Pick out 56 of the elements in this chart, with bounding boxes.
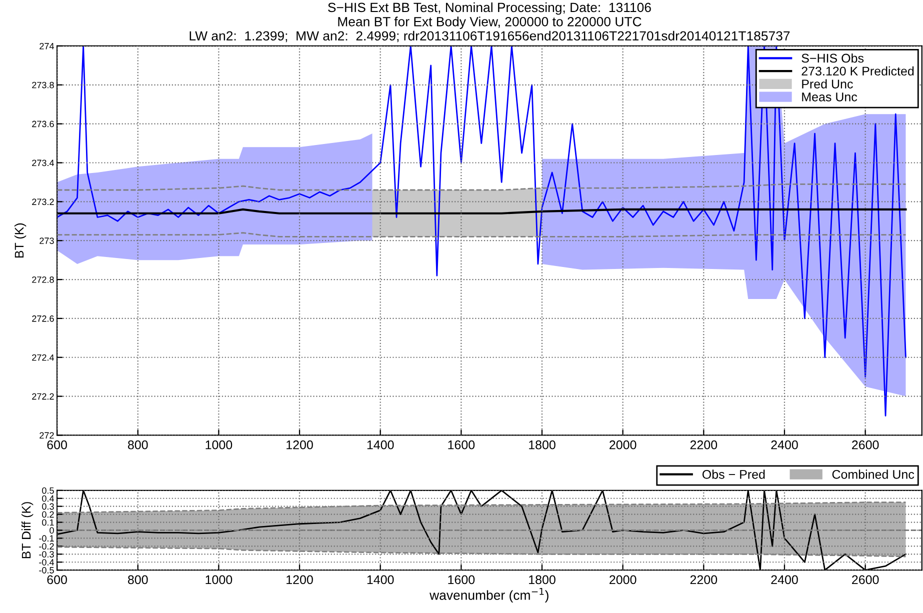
x-tick-label: 2000 (610, 440, 636, 450)
y-axis-title: BT (K) (14, 223, 26, 258)
y-tick-label: 273.8 (32, 82, 54, 88)
y-tick-label: 0.5 (42, 487, 54, 494)
y-tick-label: 273.6 (32, 120, 54, 128)
x-tick-label: 600 (47, 575, 67, 584)
line-series (57, 502, 906, 514)
y-tick-label: -0.5 (39, 567, 54, 574)
y-tick-label: 0.2 (42, 511, 54, 518)
x-tick-label: 1600 (448, 575, 475, 584)
x-tick-label: 800 (128, 440, 148, 450)
x-tick-label: 2200 (690, 440, 718, 450)
y-tick-label: -0.2 (39, 543, 54, 550)
x-tick-label: 1800 (529, 575, 556, 584)
x-axis-title: wavenumber (cm$^{−1}$) (430, 588, 548, 603)
x-tick-label: 2400 (771, 575, 798, 584)
y-tick-label: 273.4 (32, 160, 54, 166)
chart-title: S−HIS Ext BB Test, Nominal Processing; Date: 131106 Mean BT for Ext Body View, 200000 to 220000 UTC LW an2: 1.2399; MW an2: 2.4999; rdr20131106T191656end20131106T221701sdr20140121T185737 (190, 2, 790, 42)
x-tick-label: 1200 (286, 575, 313, 584)
x-tick-label: 1400 (367, 575, 394, 584)
legend-label: Obs − Pred (702, 470, 765, 479)
legend-label: Meas Unc (802, 92, 858, 102)
y-axis-title: BT Diff (K) (22, 502, 34, 558)
legend-label: S−HIS Obs (802, 53, 864, 63)
x-tick-label: 2600 (852, 575, 879, 584)
line-series (57, 546, 906, 558)
x-tick-label: 2000 (610, 575, 636, 584)
x-tick-label: 2600 (852, 440, 879, 450)
y-tick-label: 274 (40, 42, 54, 50)
x-tick-label: 1000 (206, 440, 232, 450)
x-tick-label: 1600 (448, 440, 475, 450)
y-tick-label: 272.6 (32, 315, 54, 322)
y-tick-label: -0.3 (39, 551, 54, 558)
y-tick-label: 272.8 (32, 276, 54, 283)
x-tick-label: 800 (128, 575, 148, 584)
y-tick-label: 272.2 (32, 393, 54, 400)
y-tick-label: 272.4 (32, 354, 54, 361)
y-tick-label: -0.1 (39, 535, 54, 542)
x-tick-label: 1200 (286, 440, 313, 450)
x-tick-label: 2200 (690, 575, 718, 584)
x-tick-label: 2400 (771, 440, 798, 450)
legend-label: Combined Unc (832, 470, 914, 479)
y-tick-label: 273.2 (32, 198, 54, 206)
y-tick-label: 273 (40, 238, 54, 244)
x-tick-label: 1000 (206, 575, 232, 584)
y-tick-label: 0.4 (42, 495, 54, 502)
y-tick-label: 0.3 (42, 503, 54, 510)
y-tick-label: 0 (50, 527, 54, 534)
x-tick-label: 1400 (367, 440, 394, 450)
legend-label: Pred Unc (802, 79, 853, 88)
x-tick-label: 1800 (529, 440, 556, 450)
y-tick-label: 0.1 (42, 519, 54, 526)
y-tick-label: 272 (40, 432, 54, 438)
legend-label: 273.120 K Predicted (802, 66, 914, 76)
y-tick-label: -0.4 (39, 559, 54, 566)
x-tick-label: 600 (47, 440, 67, 450)
